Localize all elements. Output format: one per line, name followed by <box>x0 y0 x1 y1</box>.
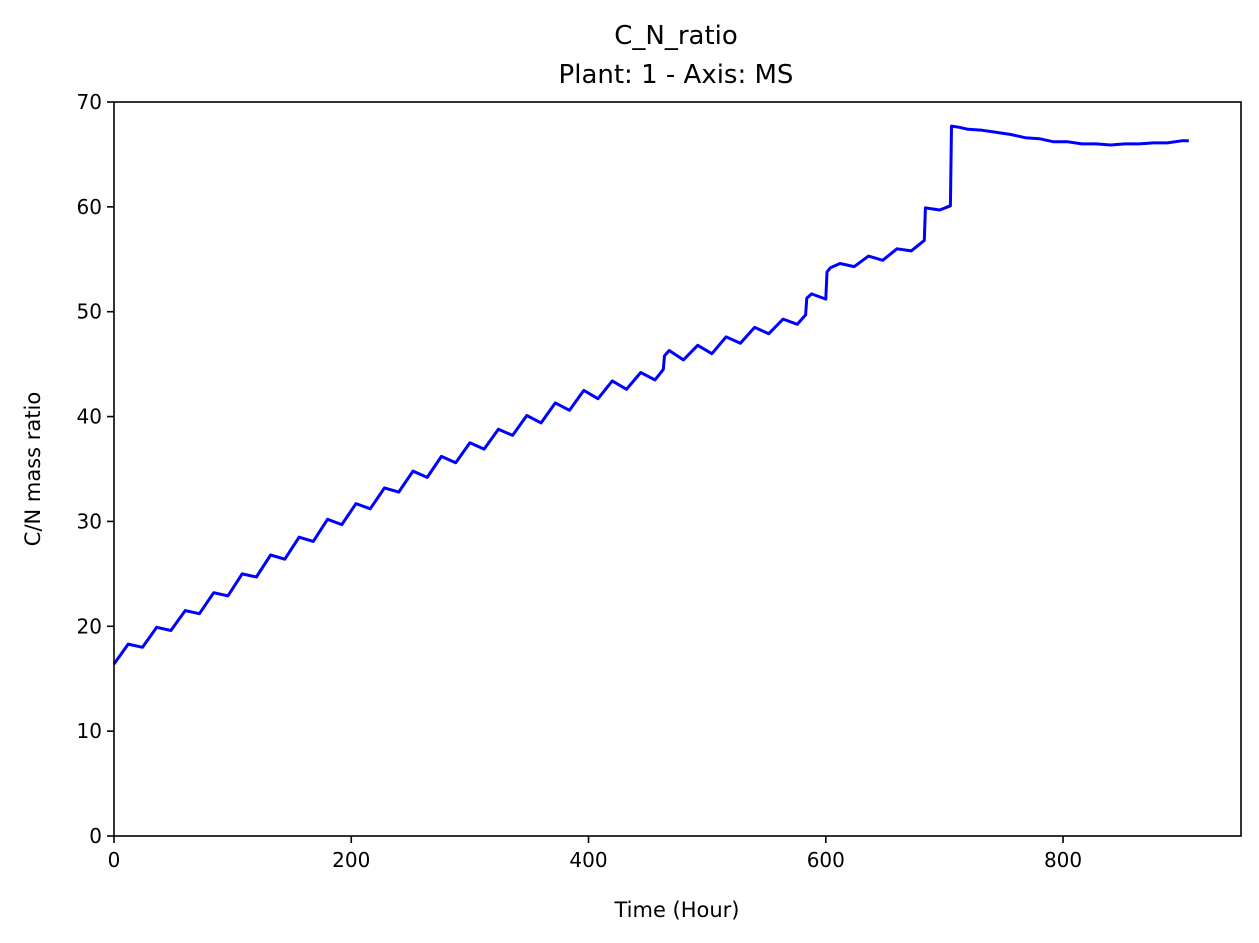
y-tick-label: 60 <box>77 195 102 219</box>
y-tick-label: 10 <box>77 719 102 743</box>
x-axis-label: Time (Hour) <box>613 898 739 922</box>
y-axis-label: C/N mass ratio <box>21 392 45 546</box>
series-line <box>112 124 1189 665</box>
x-tick-label: 800 <box>1044 848 1082 872</box>
chart-subtitle: Plant: 1 - Axis: MS <box>559 60 794 90</box>
plot-area <box>112 101 1242 837</box>
y-tick-label: 20 <box>77 614 102 638</box>
x-tick-label: 200 <box>332 848 370 872</box>
chart-title: C_N_ratio <box>614 21 738 51</box>
x-axis-ticks: 0 200 400 600 800 <box>108 836 1082 872</box>
y-tick-label: 40 <box>77 405 102 429</box>
y-tick-label: 0 <box>89 824 102 848</box>
y-tick-label: 70 <box>77 90 102 114</box>
x-tick-label: 600 <box>807 848 845 872</box>
y-axis-ticks: 0 10 20 30 40 50 60 70 <box>77 90 114 848</box>
y-tick-label: 30 <box>77 509 102 533</box>
y-tick-label: 50 <box>77 300 102 324</box>
x-tick-label: 0 <box>108 848 121 872</box>
x-tick-label: 400 <box>569 848 607 872</box>
plot-frame <box>113 101 1242 837</box>
